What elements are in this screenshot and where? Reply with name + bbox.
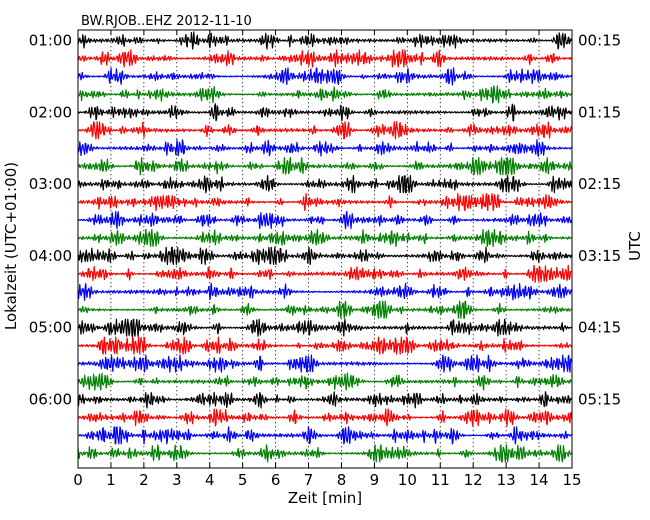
trace-line — [77, 282, 573, 301]
vertical-grid — [110, 30, 540, 468]
chart-title: BW.RJOB..EHZ 2012-11-10 — [81, 14, 252, 29]
x-tick-label: 6 — [271, 471, 281, 489]
left-axis-label: Lokalzeit (UTC+01:00) — [2, 162, 20, 330]
trace-line — [77, 300, 572, 319]
trace-line — [77, 426, 572, 445]
trace-line — [77, 210, 573, 230]
trace-line — [77, 408, 573, 427]
left-tick-label: 04:00 — [29, 247, 72, 265]
x-tick-label: 9 — [370, 471, 380, 489]
trace-line — [77, 67, 573, 86]
x-tick-label: 7 — [304, 471, 314, 489]
trace-line — [77, 444, 573, 463]
x-tick-label: 13 — [497, 471, 516, 489]
trace-line — [77, 139, 573, 158]
trace-line — [77, 354, 573, 373]
right-tick-label: 02:15 — [578, 175, 621, 193]
left-tick-label: 02:00 — [29, 103, 72, 121]
x-tick-label: 10 — [398, 471, 417, 489]
right-tick-label: 00:15 — [578, 32, 621, 50]
right-axis-label: UTC — [626, 231, 644, 261]
right-tick-label: 05:15 — [578, 391, 621, 409]
x-axis-label: Zeit [min] — [288, 489, 362, 507]
trace-line — [77, 391, 572, 409]
trace-line — [77, 85, 573, 104]
trace-line — [77, 192, 573, 212]
right-tick-label: 04:15 — [578, 319, 621, 337]
left-tick-label: 01:00 — [29, 32, 72, 50]
plot-frame — [77, 29, 573, 469]
x-tick-label: 8 — [337, 471, 347, 489]
trace-line — [77, 246, 573, 265]
trace-line — [77, 318, 573, 337]
trace-line — [77, 228, 573, 248]
trace-line — [77, 103, 572, 122]
left-tick-label: 03:00 — [29, 175, 72, 193]
trace-line — [77, 175, 573, 194]
x-tick-label: 11 — [431, 471, 450, 489]
trace-line — [77, 121, 573, 140]
trace-line — [77, 49, 573, 68]
x-tick-label: 1 — [106, 471, 116, 489]
trace-line — [77, 157, 573, 176]
axis-ticks: 0 1 2 3 4 5 6 7 8 9 10 11 12 13 14 1501:0002:0003:0004:… — [29, 30, 621, 489]
x-tick-label: 14 — [530, 471, 549, 489]
trace-line — [77, 264, 572, 283]
x-tick-label: 5 — [238, 471, 248, 489]
right-tick-label: 01:15 — [578, 103, 621, 121]
x-tick-label: 4 — [205, 471, 215, 489]
x-tick-label: 2 — [139, 471, 149, 489]
right-tick-label: 03:15 — [578, 247, 621, 265]
trace-line — [77, 31, 573, 50]
x-tick-label: 0 — [73, 471, 83, 489]
left-tick-label: 06:00 — [29, 391, 72, 409]
left-tick-label: 05:00 — [29, 319, 72, 337]
trace-line — [77, 372, 573, 391]
trace-line — [77, 336, 573, 355]
x-tick-label: 12 — [464, 471, 483, 489]
x-tick-label: 3 — [172, 471, 182, 489]
trace-layer — [77, 31, 573, 463]
x-tick-label: 15 — [562, 471, 581, 489]
